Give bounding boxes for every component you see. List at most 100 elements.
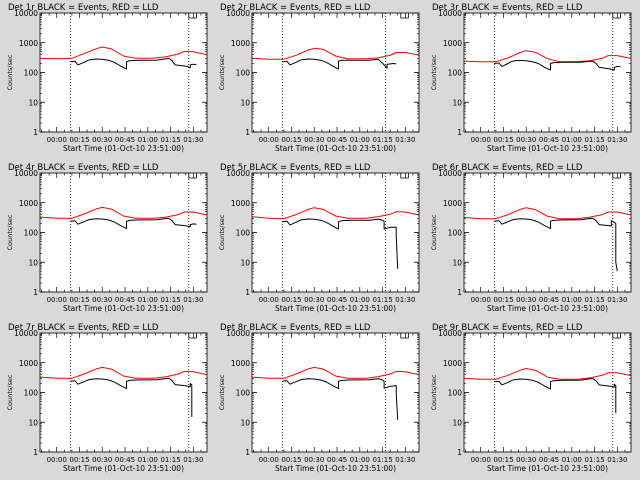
x-axis-label: Start Time (01-Oct-10 23:51:00) [63, 304, 184, 313]
x-tick-label: 01:15 [160, 296, 180, 304]
x-tick-label: 01:15 [160, 136, 180, 144]
x-tick-label: 00:45 [539, 136, 559, 144]
y-tick-label: 100 [24, 389, 39, 398]
y-tick-label: 1000 [19, 39, 38, 48]
y-axis-label: Counts/sec [6, 214, 14, 250]
x-tick-label: 00:30 [304, 296, 324, 304]
x-tick-label: 00:45 [115, 296, 135, 304]
detector-panel: 1 10 100 1000 10000 00:00 00:15 00:30 00:45 01:00… [430, 323, 632, 473]
interval-marker [188, 173, 197, 179]
x-tick-label: 00:00 [259, 136, 279, 144]
x-tick-label: 00:15 [493, 456, 513, 464]
x-axis-label: Start Time (01-Oct-10 23:51:00) [275, 464, 396, 473]
y-tick-label: 1000 [443, 359, 462, 368]
events-series-line [494, 59, 621, 71]
interval-marker [188, 333, 197, 339]
y-tick-label: 1 [457, 288, 462, 297]
y-tick-label: 1000 [19, 199, 38, 208]
x-tick-label: 00:30 [92, 456, 112, 464]
y-tick-label: 10000 [226, 9, 250, 18]
events-series-line [70, 218, 197, 230]
x-tick-label: 00:30 [92, 136, 112, 144]
x-tick-label: 01:15 [584, 136, 604, 144]
x-tick-label: 01:00 [138, 136, 158, 144]
x-tick-label: 00:30 [304, 136, 324, 144]
x-tick-label: 01:15 [160, 456, 180, 464]
x-tick-label: 01:30 [183, 456, 203, 464]
y-tick-label: 10000 [14, 169, 38, 178]
panel-title: Det 5r BLACK = Events, RED = LLD [220, 163, 371, 173]
x-axis-label: Start Time (01-Oct-10 23:51:00) [487, 144, 608, 153]
plot-frame [251, 172, 420, 293]
x-tick-label: 01:00 [350, 456, 370, 464]
x-axis-label: Start Time (01-Oct-10 23:51:00) [275, 304, 396, 313]
plot-area [464, 173, 631, 292]
y-tick-label: 10000 [226, 329, 250, 338]
x-tick-label: 00:15 [69, 136, 89, 144]
x-tick-label: 01:30 [607, 296, 627, 304]
y-tick-label: 1000 [231, 199, 250, 208]
detector-panel: 1 10 100 1000 10000 00:00 00:15 00:30 00:45 01:00… [430, 163, 632, 313]
panel-title: Det 7r BLACK = Events, RED = LLD [8, 323, 159, 333]
y-tick-label: 1 [245, 128, 250, 137]
y-tick-label: 10000 [438, 329, 462, 338]
x-axis-label: Start Time (01-Oct-10 23:51:00) [63, 144, 184, 153]
lld-series-line [251, 47, 420, 60]
panel-title: Det 3r BLACK = Events, RED = LLD [432, 3, 583, 13]
lld-series-line [39, 366, 208, 379]
y-tick-label: 1000 [443, 199, 462, 208]
y-tick-label: 1 [33, 288, 38, 297]
lld-series-line [463, 50, 632, 63]
x-tick-label: 00:00 [47, 296, 67, 304]
y-tick-label: 10000 [438, 169, 462, 178]
lld-series-line [463, 368, 632, 380]
y-tick-label: 100 [24, 229, 39, 238]
x-tick-label: 00:00 [47, 456, 67, 464]
detector-panel: 1 10 100 1000 10000 00:00 00:15 00:30 00:45 01:00… [218, 163, 420, 313]
y-tick-label: 1 [457, 448, 462, 457]
y-axis-label: Counts/sec [430, 54, 438, 90]
plot-frame [251, 332, 420, 453]
x-axis-label: Start Time (01-Oct-10 23:51:00) [275, 144, 396, 153]
y-tick-label: 10 [240, 418, 250, 427]
x-tick-label: 00:45 [327, 136, 347, 144]
x-tick-label: 01:00 [138, 296, 158, 304]
detector-panel: 1 10 100 1000 10000 00:00 00:15 00:30 00:45 01:00… [430, 3, 632, 153]
plot-area [464, 13, 631, 132]
x-tick-label: 00:45 [539, 296, 559, 304]
detector-panel: 1 10 100 1000 10000 00:00 00:15 00:30 00:45 01:00… [6, 3, 208, 153]
y-tick-label: 10000 [14, 329, 38, 338]
y-axis-label: Counts/sec [430, 214, 438, 250]
y-tick-label: 10 [28, 258, 38, 267]
y-tick-label: 10 [240, 258, 250, 267]
x-axis-label: Start Time (01-Oct-10 23:51:00) [63, 464, 184, 473]
events-series-line [282, 378, 399, 420]
y-tick-label: 10000 [226, 169, 250, 178]
panel-title: Det 2r BLACK = Events, RED = LLD [220, 3, 371, 13]
y-axis-label: Counts/sec [218, 214, 226, 250]
detector-panel: 1 10 100 1000 10000 00:00 00:15 00:30 00:45 01:00… [6, 323, 208, 473]
interval-marker [612, 173, 621, 179]
y-tick-label: 1 [245, 448, 250, 457]
x-tick-label: 01:00 [138, 456, 158, 464]
x-tick-label: 00:00 [471, 296, 491, 304]
x-tick-label: 00:00 [47, 136, 67, 144]
y-tick-label: 1 [33, 448, 38, 457]
panel-title: Det 6r BLACK = Events, RED = LLD [432, 163, 583, 173]
x-tick-label: 00:45 [115, 136, 135, 144]
plot-area [252, 173, 419, 292]
plot-frame [463, 332, 632, 453]
plot-frame [39, 172, 208, 293]
panel-title: Det 1r BLACK = Events, RED = LLD [8, 3, 159, 13]
detector-panel: 1 10 100 1000 10000 00:00 00:15 00:30 00:45 01:00… [218, 3, 420, 153]
y-tick-label: 1000 [231, 359, 250, 368]
x-tick-label: 01:00 [350, 136, 370, 144]
x-tick-label: 00:15 [69, 296, 89, 304]
x-tick-label: 00:30 [304, 456, 324, 464]
x-axis-label: Start Time (01-Oct-10 23:51:00) [487, 464, 608, 473]
x-tick-label: 00:45 [115, 456, 135, 464]
y-tick-label: 10 [240, 98, 250, 107]
y-tick-label: 100 [448, 389, 463, 398]
plot-frame [39, 332, 208, 453]
